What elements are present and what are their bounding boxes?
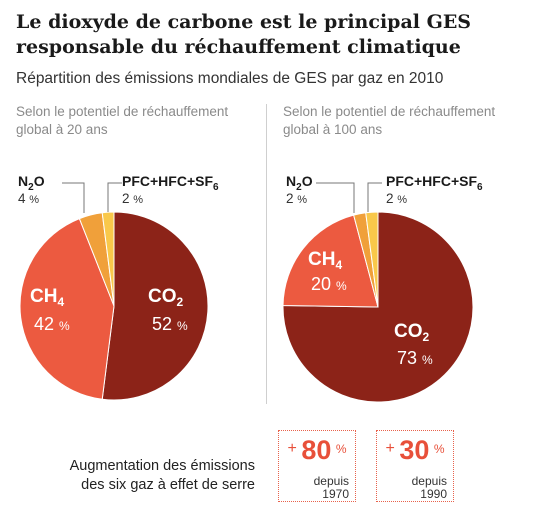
- n2o-value-right: 2 %: [286, 191, 307, 206]
- increase-unit: %: [433, 442, 445, 456]
- ch4-value-left: 42 %: [34, 314, 70, 334]
- page-subtitle: Répartition des émissions mondiales de G…: [16, 70, 444, 87]
- n2o-label-left: N2O: [18, 173, 45, 193]
- increase-sign: +: [287, 440, 297, 457]
- pie-slice-co2-right: [282, 211, 474, 403]
- pie-chart-20-years: [19, 211, 209, 401]
- co2-label-right: CO2: [394, 321, 430, 344]
- ch4-label-left: CH4: [30, 286, 64, 309]
- increase-sign: +: [385, 440, 395, 457]
- right-chart-title: Selon le potentiel de réchauffement glob…: [283, 104, 496, 137]
- fgas-value-right: 2 %: [386, 191, 407, 206]
- left-chart-title: Selon le potentiel de réchauffement glob…: [16, 104, 229, 137]
- since-label: depuis: [411, 474, 447, 488]
- pie-slice-ch4-right: [282, 214, 379, 308]
- since-label: depuis: [313, 474, 349, 488]
- pie-slice-fgas-left: [101, 211, 115, 307]
- n2o-value-left: 4 %: [18, 191, 39, 206]
- chart-divider: [266, 104, 267, 404]
- increase-box-1970: + 80 % depuis 1970: [278, 430, 356, 502]
- fgas-value-left: 2 %: [122, 191, 143, 206]
- n2o-label-right: N2O: [286, 173, 313, 193]
- since-year: 1990: [420, 487, 447, 501]
- pie-slice-ch4-left: [19, 217, 115, 400]
- increase-label: Augmentation des émissions des six gaz à…: [40, 457, 255, 495]
- since-year: 1970: [322, 487, 349, 501]
- increase-unit: %: [335, 442, 347, 456]
- co2-value-left: 52 %: [152, 314, 188, 334]
- fgas-label-right: PFC+HFC+SF6: [386, 173, 483, 193]
- fgas-label-left: PFC+HFC+SF6: [122, 173, 219, 193]
- n2o-leader-right: [316, 182, 355, 213]
- fgas-leader-left: [107, 182, 122, 212]
- pie-charts: N2O 4 % PFC+HFC+SF6 2 % CO2 52 % CH4 42 …: [18, 173, 483, 403]
- ch4-value-right: 20 %: [311, 274, 347, 294]
- page-title: Le dioxyde de carbone est le principal G…: [16, 11, 472, 58]
- pie-slice-fgas-right: [365, 211, 379, 308]
- increase-value: 30: [399, 435, 430, 465]
- increase-value: 80: [301, 435, 332, 465]
- ch4-label-right: CH4: [308, 249, 342, 272]
- pie-slice-co2-left: [101, 211, 209, 401]
- fgas-leader-right: [367, 182, 382, 212]
- n2o-leader-left: [62, 182, 85, 213]
- co2-value-right: 73 %: [397, 348, 433, 368]
- increase-label-line1: Augmentation des émissions: [69, 458, 255, 474]
- pie-chart-100-years: [282, 211, 474, 403]
- co2-label-left: CO2: [148, 286, 184, 309]
- increase-label-line2: des six gaz à effet de serre: [81, 477, 255, 493]
- increase-box-1990: + 30 % depuis 1990: [376, 430, 454, 502]
